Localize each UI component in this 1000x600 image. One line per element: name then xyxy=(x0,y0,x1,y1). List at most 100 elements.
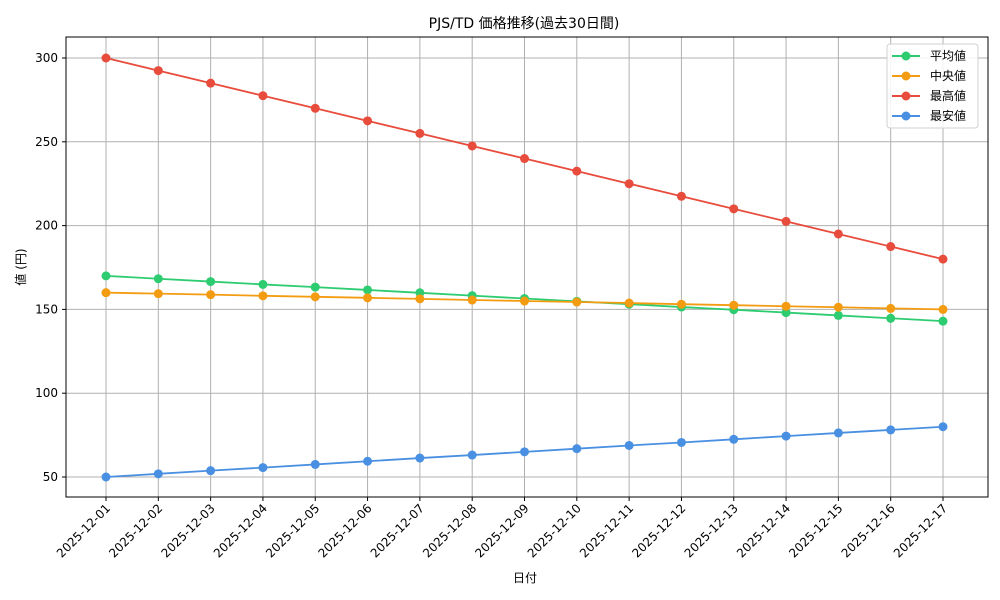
x-tick-label: 2025-12-15 xyxy=(786,501,845,560)
y-tick-label: 250 xyxy=(35,135,58,149)
x-tick-label: 2025-12-12 xyxy=(629,501,688,560)
legend-label: 中央値 xyxy=(930,68,966,83)
x-tick-label: 2025-12-14 xyxy=(734,501,793,560)
data-point xyxy=(258,291,268,301)
data-point xyxy=(624,179,634,189)
data-point xyxy=(310,282,320,292)
data-point xyxy=(101,472,111,482)
data-point xyxy=(415,294,425,304)
x-axis-label: 日付 xyxy=(513,571,537,585)
data-point xyxy=(572,297,582,307)
data-point xyxy=(833,229,843,239)
data-point xyxy=(258,463,268,473)
grid-lines xyxy=(66,37,988,497)
legend-label: 最高値 xyxy=(930,88,966,103)
data-point xyxy=(729,434,739,444)
data-point xyxy=(467,141,477,151)
x-tick-label: 2025-12-01 xyxy=(54,501,113,560)
y-tick-label: 50 xyxy=(43,470,58,484)
y-tick-label: 200 xyxy=(35,219,58,233)
data-point xyxy=(729,204,739,214)
data-point xyxy=(153,66,163,76)
data-point xyxy=(206,290,216,300)
data-point xyxy=(310,459,320,469)
data-point xyxy=(415,453,425,463)
data-point xyxy=(520,296,529,306)
series-lines xyxy=(101,53,948,482)
data-point xyxy=(781,216,791,226)
data-point xyxy=(153,274,163,284)
data-point xyxy=(938,316,948,326)
data-point xyxy=(415,128,425,138)
data-point xyxy=(363,456,373,466)
data-point xyxy=(676,299,686,309)
data-point xyxy=(258,279,268,289)
data-point xyxy=(101,288,111,298)
data-point xyxy=(781,308,791,318)
x-tick-label: 2025-12-05 xyxy=(263,501,322,560)
y-axis-label: 値 (円) xyxy=(13,248,28,285)
x-tick-label: 2025-12-13 xyxy=(682,501,741,560)
legend-marker-icon xyxy=(901,111,911,121)
x-tick-label: 2025-12-08 xyxy=(420,501,479,560)
series-最高値 xyxy=(101,53,948,264)
data-point xyxy=(101,53,111,63)
data-point xyxy=(833,310,843,320)
x-tick-label: 2025-12-11 xyxy=(577,501,636,560)
y-axis: 50 100 150 200 250 300 xyxy=(35,51,66,484)
data-point xyxy=(676,191,686,201)
data-point xyxy=(833,302,843,312)
data-point xyxy=(153,289,163,299)
data-point xyxy=(363,293,373,303)
data-point xyxy=(886,425,896,435)
x-tick-label: 2025-12-10 xyxy=(525,501,584,560)
data-point xyxy=(206,466,216,476)
data-point xyxy=(467,295,477,305)
x-tick-label: 2025-12-09 xyxy=(472,501,531,560)
data-point xyxy=(520,447,529,457)
data-point xyxy=(624,440,634,450)
data-point xyxy=(676,437,686,447)
data-point xyxy=(938,422,948,432)
x-tick-label: 2025-12-02 xyxy=(106,501,165,560)
x-tick-label: 2025-12-17 xyxy=(891,501,950,560)
legend-marker-icon xyxy=(901,91,911,101)
legend-marker-icon xyxy=(901,51,911,61)
data-point xyxy=(781,431,791,441)
data-point xyxy=(886,313,896,323)
data-point xyxy=(101,271,111,281)
data-point xyxy=(363,285,373,295)
y-tick-label: 100 xyxy=(35,386,58,400)
data-point xyxy=(310,103,320,113)
data-point xyxy=(258,91,268,101)
x-tick-label: 2025-12-16 xyxy=(839,501,898,560)
series-中央値 xyxy=(101,288,948,314)
data-point xyxy=(938,304,948,314)
data-point xyxy=(833,428,843,438)
x-tick-label: 2025-12-04 xyxy=(211,501,270,560)
data-point xyxy=(624,298,634,308)
data-point xyxy=(363,116,373,126)
data-point xyxy=(467,450,477,460)
plot-area-frame xyxy=(65,36,989,498)
data-point xyxy=(572,166,582,176)
data-point xyxy=(886,303,896,313)
data-point xyxy=(729,300,739,310)
data-point xyxy=(520,154,529,164)
legend-marker-icon xyxy=(901,71,911,81)
series-最安値 xyxy=(101,422,948,482)
data-point xyxy=(206,277,216,287)
x-axis: 2025-12-012025-12-022025-12-032025-12-04… xyxy=(54,497,950,560)
x-tick-label: 2025-12-06 xyxy=(315,501,374,560)
x-tick-label: 2025-12-03 xyxy=(159,501,218,560)
data-point xyxy=(153,469,163,479)
chart-title: PJS/TD 価格推移(過去30日間) xyxy=(429,16,620,32)
data-point xyxy=(572,444,582,454)
data-point xyxy=(310,292,320,302)
data-point xyxy=(938,254,948,264)
x-tick-label: 2025-12-07 xyxy=(368,501,427,560)
legend-label: 平均値 xyxy=(930,48,966,63)
data-point xyxy=(206,78,216,88)
